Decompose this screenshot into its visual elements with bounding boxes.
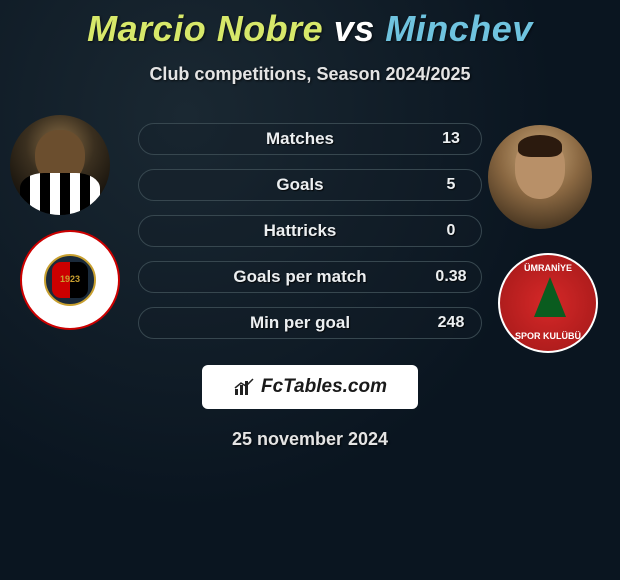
- stats-area: 1923 ÜMRANİYE SPOR KULÜBÜ Matches 13 Goa…: [0, 115, 620, 365]
- stat-rows: Matches 13 Goals 5 Hattricks 0 Goals per…: [138, 123, 482, 353]
- brand-text: FcTables.com: [261, 376, 387, 398]
- player1-avatar: [10, 115, 110, 215]
- stat-row: Min per goal 248: [138, 307, 482, 339]
- stat-value: 5: [421, 176, 481, 194]
- subtitle: Club competitions, Season 2024/2025: [0, 64, 620, 85]
- stat-label: Hattricks: [139, 221, 421, 241]
- club-year: 1923: [22, 274, 118, 284]
- stat-row: Matches 13: [138, 123, 482, 155]
- stat-label: Goals per match: [139, 267, 421, 287]
- stat-label: Min per goal: [139, 313, 421, 333]
- comparison-title: Marcio Nobre vs Minchev: [0, 8, 620, 50]
- stat-value: 13: [421, 130, 481, 148]
- club2-text-top: ÜMRANİYE: [500, 263, 596, 273]
- player2-name: Minchev: [385, 8, 533, 49]
- stat-value: 0.38: [421, 268, 481, 286]
- stat-row: Goals per match 0.38: [138, 261, 482, 293]
- stat-row: Hattricks 0: [138, 215, 482, 247]
- brand-box: FcTables.com: [202, 365, 418, 409]
- stat-label: Goals: [139, 175, 421, 195]
- stat-row: Goals 5: [138, 169, 482, 201]
- stat-value: 248: [421, 314, 481, 332]
- content-wrapper: Marcio Nobre vs Minchev Club competition…: [0, 0, 620, 450]
- club2-text-bottom: SPOR KULÜBÜ: [500, 331, 596, 341]
- player2-club-badge: ÜMRANİYE SPOR KULÜBÜ: [498, 253, 598, 353]
- stat-value: 0: [421, 222, 481, 240]
- date-label: 25 november 2024: [0, 429, 620, 450]
- player1-name: Marcio Nobre: [87, 8, 323, 49]
- player1-club-badge: 1923: [20, 230, 120, 330]
- player2-avatar: [488, 125, 592, 229]
- vs-label: vs: [334, 8, 375, 49]
- stat-label: Matches: [139, 129, 421, 149]
- chart-icon: [233, 378, 255, 396]
